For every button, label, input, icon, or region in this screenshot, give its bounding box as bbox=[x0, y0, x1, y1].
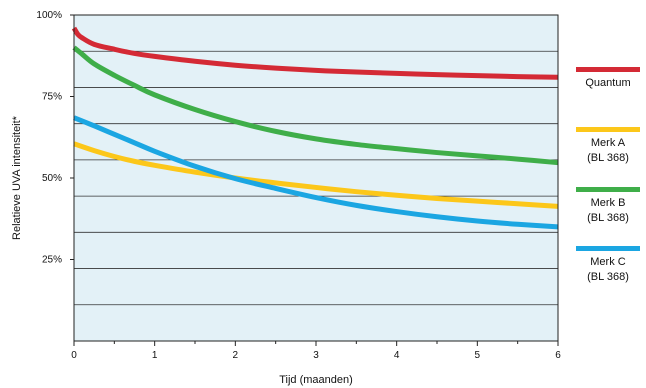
legend-swatch-merk-b-bl-368 bbox=[576, 187, 640, 192]
series-line-quantum bbox=[71, 26, 559, 80]
legend-label: (BL 368) bbox=[587, 212, 629, 224]
y-axis-label: Relatieve UVA intensiteit* bbox=[11, 115, 23, 240]
y-tick-label: 25% bbox=[42, 255, 62, 266]
legend-label: Quantum bbox=[585, 77, 630, 89]
legend-swatch-merk-a-bl-368 bbox=[576, 127, 640, 132]
y-axis-ticks: 100% 75% 50% 25% bbox=[36, 10, 74, 266]
legend-label: (BL 368) bbox=[587, 152, 629, 164]
x-tick-label: 4 bbox=[394, 350, 400, 361]
legend-label: Merk C bbox=[590, 256, 626, 268]
x-tick-label: 2 bbox=[233, 350, 239, 361]
x-tick-label: 3 bbox=[313, 350, 319, 361]
legend-label: Merk B bbox=[591, 197, 626, 209]
legend-swatch-merk-c-bl-368 bbox=[576, 246, 640, 251]
legend-label: (BL 368) bbox=[587, 271, 629, 283]
x-tick-label: 5 bbox=[475, 350, 481, 361]
series-lines bbox=[71, 26, 559, 230]
y-tick-label: 50% bbox=[42, 173, 62, 184]
legend: Quantum Merk A (BL 368) Merk B (BL 368) Merk … bbox=[576, 67, 640, 283]
x-tick-label: 6 bbox=[555, 350, 561, 361]
series-line-merk-a-bl-368 bbox=[73, 141, 559, 209]
legend-swatch-quantum bbox=[576, 67, 640, 72]
legend-label: Merk A bbox=[591, 137, 626, 149]
x-tick-label: 0 bbox=[71, 350, 77, 361]
x-axis-ticks: 0 1 2 3 4 5 6 bbox=[71, 341, 561, 361]
y-tick-label: 75% bbox=[42, 92, 62, 103]
series-line-merk-b-bl-368 bbox=[72, 45, 559, 166]
x-tick-label: 1 bbox=[152, 350, 158, 361]
y-tick-label: 100% bbox=[36, 10, 62, 21]
series-line-merk-c-bl-368 bbox=[73, 115, 559, 230]
x-axis-label: Tijd (maanden) bbox=[279, 374, 353, 386]
plot-area bbox=[74, 15, 558, 341]
